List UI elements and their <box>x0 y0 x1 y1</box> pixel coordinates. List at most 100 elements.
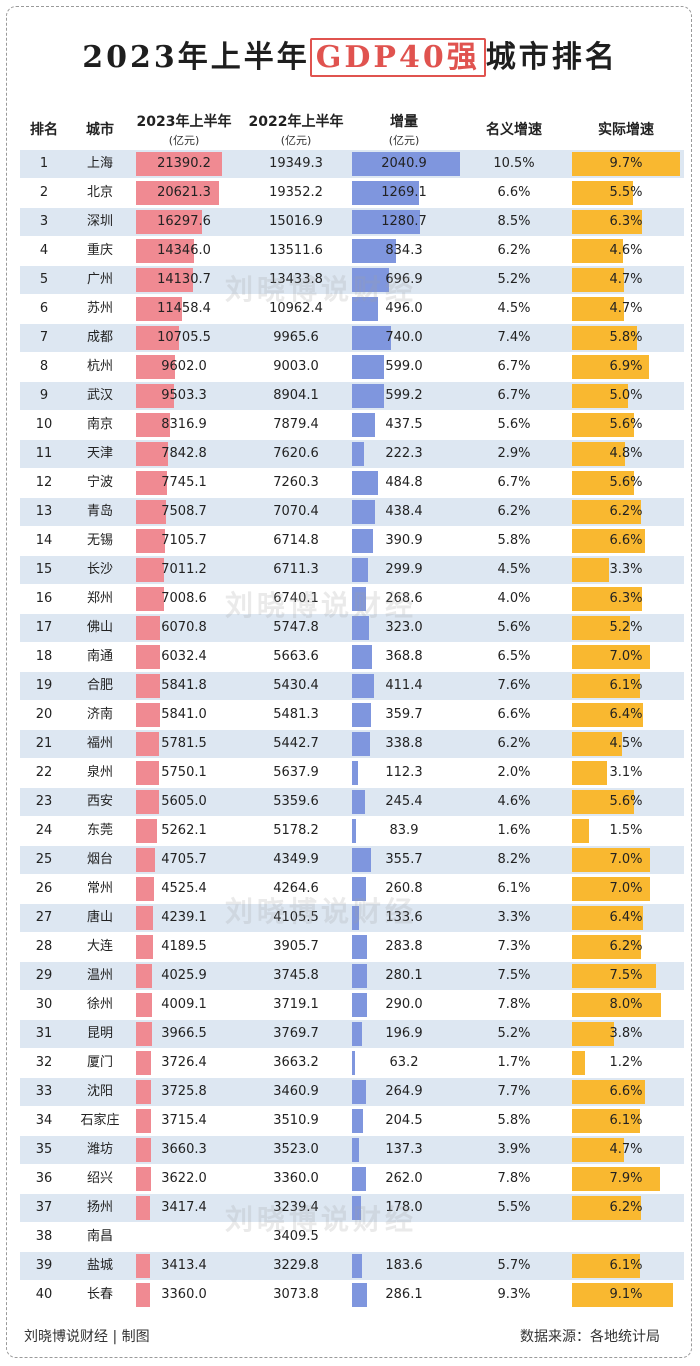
rank-cell: 34 <box>35 1113 53 1128</box>
rank-cell: 2 <box>39 185 49 200</box>
city-cell: 无锡 <box>86 533 113 548</box>
gdp-2022-cell: 3510.9 <box>273 1113 319 1128</box>
gdp-2023-cell: 3726.4 <box>161 1055 207 1070</box>
gdp-2023-cell: 5841.0 <box>161 707 207 722</box>
gdp-2023-cell: 11458.4 <box>157 301 211 316</box>
increase-cell <box>350 1223 458 1251</box>
gdp-2023-bar <box>136 384 175 408</box>
real-growth-bar <box>572 964 656 988</box>
rank-cell: 29 <box>35 968 53 983</box>
city-cell: 杭州 <box>86 359 113 374</box>
nominal-growth-cell: 2.0% <box>497 765 531 780</box>
rank-cell: 4 <box>39 243 49 258</box>
real-growth-cell: 3.1% <box>609 765 643 780</box>
increase-cell: 438.4 <box>385 504 423 519</box>
nominal-growth-cell: 5.8% <box>497 1113 531 1128</box>
real-growth-bar <box>572 674 640 698</box>
gdp-2022-cell: 9965.6 <box>273 330 319 345</box>
gdp-2022-cell: 3460.9 <box>273 1084 319 1099</box>
increase-cell: 355.7 <box>385 852 423 867</box>
real-growth-bar <box>572 355 649 379</box>
real-growth-cell: 5.6% <box>609 475 643 490</box>
real-growth-bar <box>572 558 609 582</box>
increase-bar <box>352 239 397 263</box>
rank-cell: 3 <box>39 214 49 229</box>
gdp-2023-bar <box>136 674 160 698</box>
nominal-growth-cell: 6.5% <box>497 649 531 664</box>
increase-cell: 196.9 <box>385 1026 423 1041</box>
increase-bar <box>352 442 364 466</box>
gdp-2023-cell: 3725.8 <box>161 1084 207 1099</box>
rank-cell: 39 <box>35 1258 53 1273</box>
header-real-growth: 实际增速 <box>598 122 654 138</box>
city-cell: 武汉 <box>86 388 113 403</box>
real-growth-cell: 4.7% <box>609 301 643 316</box>
rank-cell: 37 <box>35 1200 53 1215</box>
rank-cell: 36 <box>35 1171 53 1186</box>
gdp-2023-bar <box>136 616 161 640</box>
gdp-2023-cell: 20621.3 <box>157 185 211 200</box>
gdp-2023-cell: 10705.5 <box>157 330 211 345</box>
increase-cell: 496.0 <box>385 301 423 316</box>
city-cell: 宁波 <box>86 475 113 490</box>
increase-cell: 390.9 <box>385 533 423 548</box>
title-prefix: 2023年上半年 <box>82 40 310 75</box>
increase-bar <box>352 1283 368 1307</box>
increase-bar <box>352 181 420 205</box>
increase-cell: 290.0 <box>385 997 423 1012</box>
rank-cell: 30 <box>35 997 53 1012</box>
gdp-2023-bar <box>136 500 167 524</box>
gdp-2023-bar <box>136 355 175 379</box>
increase-cell: 137.3 <box>385 1142 423 1157</box>
real-growth-bar <box>572 413 635 437</box>
city-cell: 昆明 <box>86 1026 113 1041</box>
increase-bar <box>352 1167 366 1191</box>
gdp-2022-cell: 3905.7 <box>273 939 319 954</box>
increase-bar <box>352 877 366 901</box>
gdp-2023-cell: 3417.4 <box>161 1200 207 1215</box>
gdp-2023-cell: 14346.0 <box>157 243 211 258</box>
real-growth-bar <box>572 935 642 959</box>
increase-bar <box>352 848 371 872</box>
increase-cell: 599.0 <box>385 359 423 374</box>
real-growth-bar <box>572 500 642 524</box>
city-cell: 厦门 <box>86 1055 113 1070</box>
gdp-2022-cell: 5663.6 <box>273 649 319 664</box>
gdp-2023-bar <box>136 1196 150 1220</box>
real-growth-bar <box>572 152 680 176</box>
gdp-2023-bar <box>136 268 194 292</box>
city-cell: 成都 <box>86 330 113 345</box>
increase-bar <box>352 413 376 437</box>
real-growth-bar <box>572 732 623 756</box>
gdp-2022-cell: 7070.4 <box>273 504 319 519</box>
real-growth-cell: 5.0% <box>609 388 643 403</box>
increase-cell: 323.0 <box>385 620 423 635</box>
gdp-2023-bar <box>136 210 202 234</box>
gdp-2023-bar <box>136 529 165 553</box>
real-growth-cell: 4.8% <box>609 446 643 461</box>
real-growth-bar <box>572 529 646 553</box>
gdp-2023-cell: 7008.6 <box>161 591 207 606</box>
increase-cell: 1269.1 <box>381 185 427 200</box>
real-growth-cell: 4.5% <box>609 736 643 751</box>
gdp-2023-bar <box>136 703 160 727</box>
city-cell: 南通 <box>86 649 113 664</box>
rank-cell: 14 <box>35 533 53 548</box>
gdp-2022-cell: 3663.2 <box>273 1055 319 1070</box>
rank-cell: 23 <box>35 794 53 809</box>
real-growth-cell: 6.2% <box>609 504 643 519</box>
real-growth-cell: 6.4% <box>609 707 643 722</box>
city-cell: 长沙 <box>86 562 113 577</box>
increase-bar <box>352 268 389 292</box>
nominal-growth-cell: 9.3% <box>497 1287 531 1302</box>
increase-bar <box>352 471 378 495</box>
gdp-2023-bar <box>136 1254 150 1278</box>
real-growth-bar <box>572 326 637 350</box>
increase-bar <box>352 790 365 814</box>
gdp-2023-cell: 7745.1 <box>161 475 207 490</box>
table-row: 9 武汉 9503.3 8904.1 599.2 6.7% 5.0% <box>20 382 684 410</box>
real-growth-bar <box>572 1254 640 1278</box>
city-cell: 青岛 <box>86 504 113 519</box>
nominal-growth-cell: 6.2% <box>497 736 531 751</box>
increase-bar <box>352 674 374 698</box>
